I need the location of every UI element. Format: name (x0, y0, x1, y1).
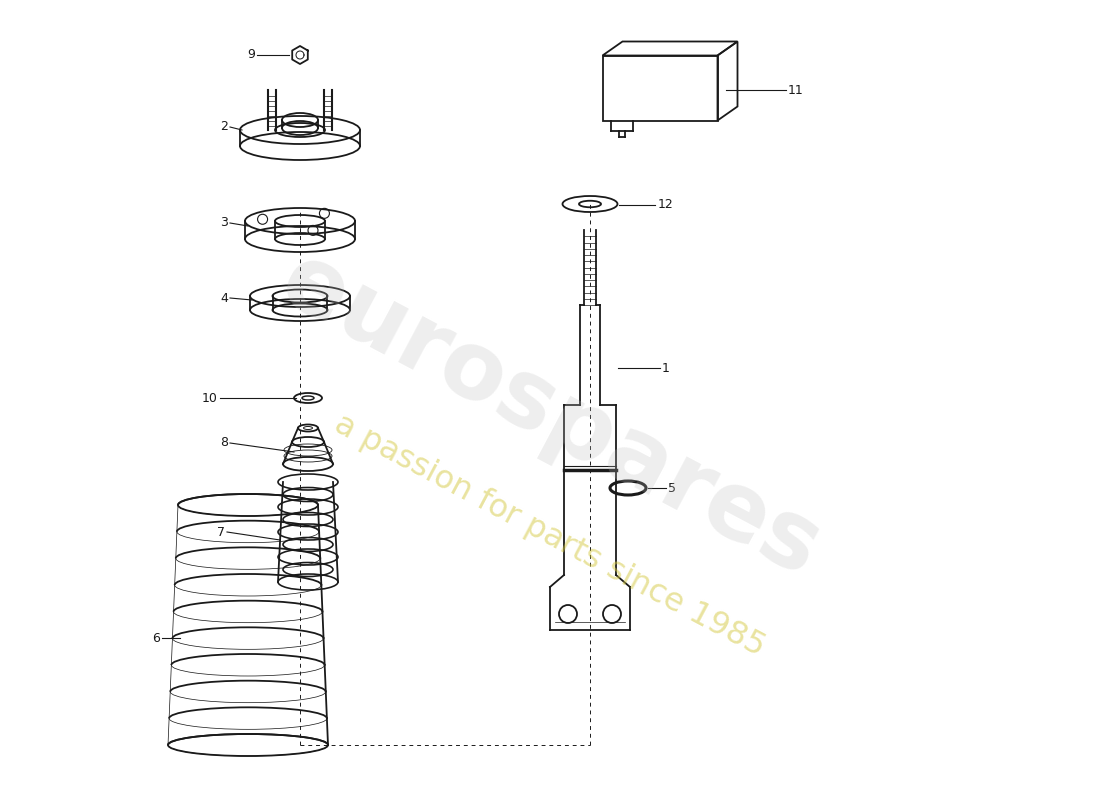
Text: 2: 2 (220, 121, 228, 134)
Text: 1: 1 (662, 362, 670, 374)
Text: 7: 7 (217, 526, 226, 538)
Text: 6: 6 (152, 631, 160, 645)
Text: 3: 3 (220, 217, 228, 230)
Text: 11: 11 (788, 83, 804, 97)
Text: a passion for parts since 1985: a passion for parts since 1985 (329, 409, 771, 663)
Text: 5: 5 (668, 482, 676, 494)
Text: 12: 12 (658, 198, 673, 211)
Text: 10: 10 (202, 391, 218, 405)
Text: 9: 9 (248, 49, 255, 62)
Text: eurospares: eurospares (265, 235, 835, 597)
Text: 4: 4 (220, 291, 228, 305)
Text: 8: 8 (220, 437, 228, 450)
